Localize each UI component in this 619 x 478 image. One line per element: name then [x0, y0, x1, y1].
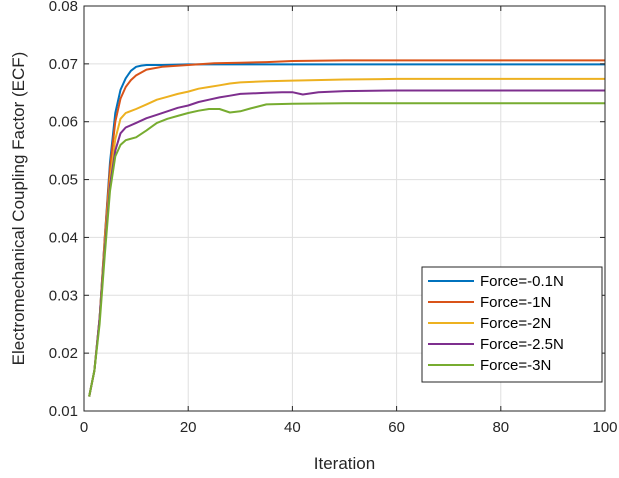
legend-label: Force=-3N	[480, 357, 551, 374]
x-tick-label: 40	[284, 419, 301, 436]
legend-label: Force=-1N	[480, 294, 551, 311]
y-tick-label: 0.04	[49, 229, 78, 246]
x-tick-label: 20	[180, 419, 197, 436]
y-tick-label: 0.01	[49, 403, 78, 420]
legend-box	[421, 266, 603, 383]
x-tick-label: 60	[388, 419, 405, 436]
x-axis-title: Iteration	[314, 454, 375, 473]
series-line-5	[88, 102, 605, 397]
x-tick-label: 0	[80, 419, 88, 436]
legend: Force=-0.1N Force=-1N Force=-2N Force=-2.5N…	[421, 266, 603, 383]
y-axis-title: Electromechanical Coupling Factor (ECF)	[9, 52, 28, 366]
y-tick-label: 0.07	[49, 56, 78, 73]
x-tick-label: 80	[492, 419, 509, 436]
legend-label: Force=-2.5N	[480, 336, 564, 353]
legend-label: Force=-0.1N	[480, 273, 564, 290]
axis-ticks: 0 20 40 60 80 100 0.01 0.02 0.03 0.04 0.05 0.06 0.07…	[49, 0, 618, 436]
y-tick-label: 0.05	[49, 172, 78, 189]
y-tick-label: 0.06	[49, 114, 78, 131]
y-tick-label: 0.08	[49, 0, 78, 15]
y-tick-label: 0.02	[49, 345, 78, 362]
x-tick-label: 100	[592, 419, 617, 436]
series-layer	[88, 59, 605, 397]
plot-frame	[83, 5, 606, 412]
y-tick-label: 0.03	[49, 287, 78, 304]
legend-label: Force=-2N	[480, 315, 551, 332]
